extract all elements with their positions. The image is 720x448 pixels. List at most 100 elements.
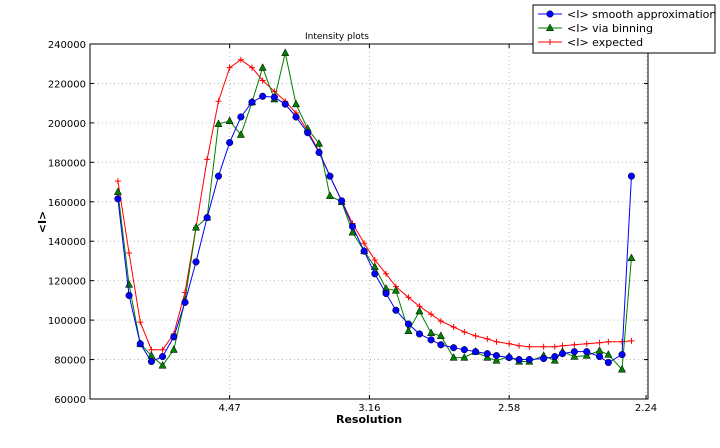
data-point-plus — [596, 339, 603, 346]
data-point-plus — [526, 343, 533, 350]
x-tick-label: 2.24 — [635, 403, 657, 414]
data-point-plus — [450, 324, 457, 331]
data-point-circle — [540, 355, 548, 363]
data-point-circle — [270, 93, 278, 101]
data-point-triangle — [158, 360, 167, 369]
data-point-plus — [461, 328, 468, 335]
data-point-plus — [159, 346, 166, 353]
data-point-plus — [204, 156, 211, 163]
data-point-circle — [382, 289, 390, 298]
data-point-circle — [595, 353, 604, 361]
legend: <I> smooth approximation<I> via binning<… — [532, 4, 716, 54]
data-point-triangle — [292, 99, 301, 108]
data-point-circle — [505, 354, 513, 362]
data-point-circle — [292, 113, 300, 121]
data-point-circle — [618, 351, 626, 359]
data-point-triangle — [627, 253, 636, 262]
y-tick-label: 80000 — [54, 356, 86, 367]
series-line — [117, 52, 632, 371]
data-point-triangle — [236, 130, 245, 138]
data-point-triangle — [492, 356, 501, 364]
data-point-plus — [437, 318, 444, 325]
data-point-circle — [427, 336, 435, 344]
data-point-circle — [248, 98, 256, 106]
data-point-triangle — [545, 23, 555, 32]
data-point-triangle — [570, 352, 579, 360]
data-point-circle — [525, 356, 533, 364]
series-1 — [113, 48, 636, 373]
data-point-circle — [604, 358, 612, 367]
data-point-circle — [114, 195, 122, 203]
x-tick-label: 4.47 — [219, 403, 241, 414]
data-point-plus — [428, 311, 435, 318]
data-point-plus — [383, 270, 390, 277]
data-point-circle — [558, 350, 567, 358]
y-tick-label: 120000 — [48, 277, 86, 288]
data-point-triangle — [370, 262, 379, 270]
data-point-triangle — [391, 285, 400, 294]
data-point-plus — [248, 64, 255, 71]
x-axis-label: Resolution — [336, 413, 402, 426]
data-point-circle — [404, 320, 412, 328]
data-point-circle — [125, 291, 133, 300]
data-point-plus — [493, 338, 500, 345]
data-point-circle — [492, 352, 500, 360]
series-2 — [114, 56, 635, 353]
legend-label: <I> via binning — [567, 22, 653, 35]
data-point-plus — [361, 240, 368, 247]
data-point-plus — [484, 335, 491, 342]
series-0 — [114, 92, 635, 367]
data-point-circle — [583, 348, 591, 356]
y-tick-label: 220000 — [48, 79, 86, 90]
data-point-plus — [226, 64, 233, 71]
x-tick-label: 2.58 — [498, 403, 520, 414]
series-line — [117, 59, 632, 351]
data-point-circle — [181, 298, 189, 306]
data-point-triangle — [113, 187, 122, 195]
data-point-triangle — [169, 345, 178, 353]
data-point-plus — [516, 342, 523, 349]
data-point-plus — [551, 343, 558, 350]
data-point-circle — [203, 214, 211, 222]
data-point-triangle — [415, 306, 424, 315]
data-point-plus — [114, 178, 121, 185]
data-point-circle — [136, 340, 144, 348]
data-point-circle — [483, 350, 491, 358]
data-point-circle — [546, 10, 554, 18]
data-point-circle — [348, 222, 357, 230]
data-point-circle — [415, 330, 424, 338]
legend-label: <I> expected — [567, 36, 643, 49]
chart-title: Intensity plots — [305, 32, 369, 42]
y-tick-label: 60000 — [54, 395, 86, 406]
y-axis-label: <I> — [36, 211, 49, 234]
data-point-triangle — [436, 331, 445, 339]
data-point-circle — [147, 357, 155, 366]
data-point-triangle — [315, 139, 324, 147]
y-tick-label: 160000 — [48, 198, 86, 209]
legend-label: <I> smooth approximation — [567, 8, 716, 21]
data-point-circle — [315, 148, 323, 157]
data-point-circle — [515, 356, 523, 364]
x-tick-label: 3.16 — [358, 403, 380, 414]
data-point-triangle — [225, 116, 234, 124]
data-point-circle — [460, 346, 468, 354]
data-point-triangle — [427, 328, 436, 336]
data-point-circle — [281, 100, 289, 108]
data-point-triangle — [281, 48, 290, 56]
data-point-triangle — [618, 364, 627, 373]
data-point-circle — [360, 247, 368, 255]
data-point-circle — [304, 129, 312, 137]
data-point-circle — [570, 348, 578, 356]
data-point-circle — [392, 306, 400, 314]
data-point-plus — [181, 289, 188, 296]
data-point-circle — [214, 172, 223, 180]
data-point-circle — [472, 348, 480, 356]
series-layer — [113, 48, 636, 373]
y-tick-label: 240000 — [48, 40, 86, 51]
data-point-triangle — [125, 280, 134, 288]
data-point-plus — [405, 294, 412, 301]
data-point-plus — [371, 256, 378, 263]
data-point-circle — [627, 172, 635, 180]
data-point-triangle — [214, 119, 223, 127]
